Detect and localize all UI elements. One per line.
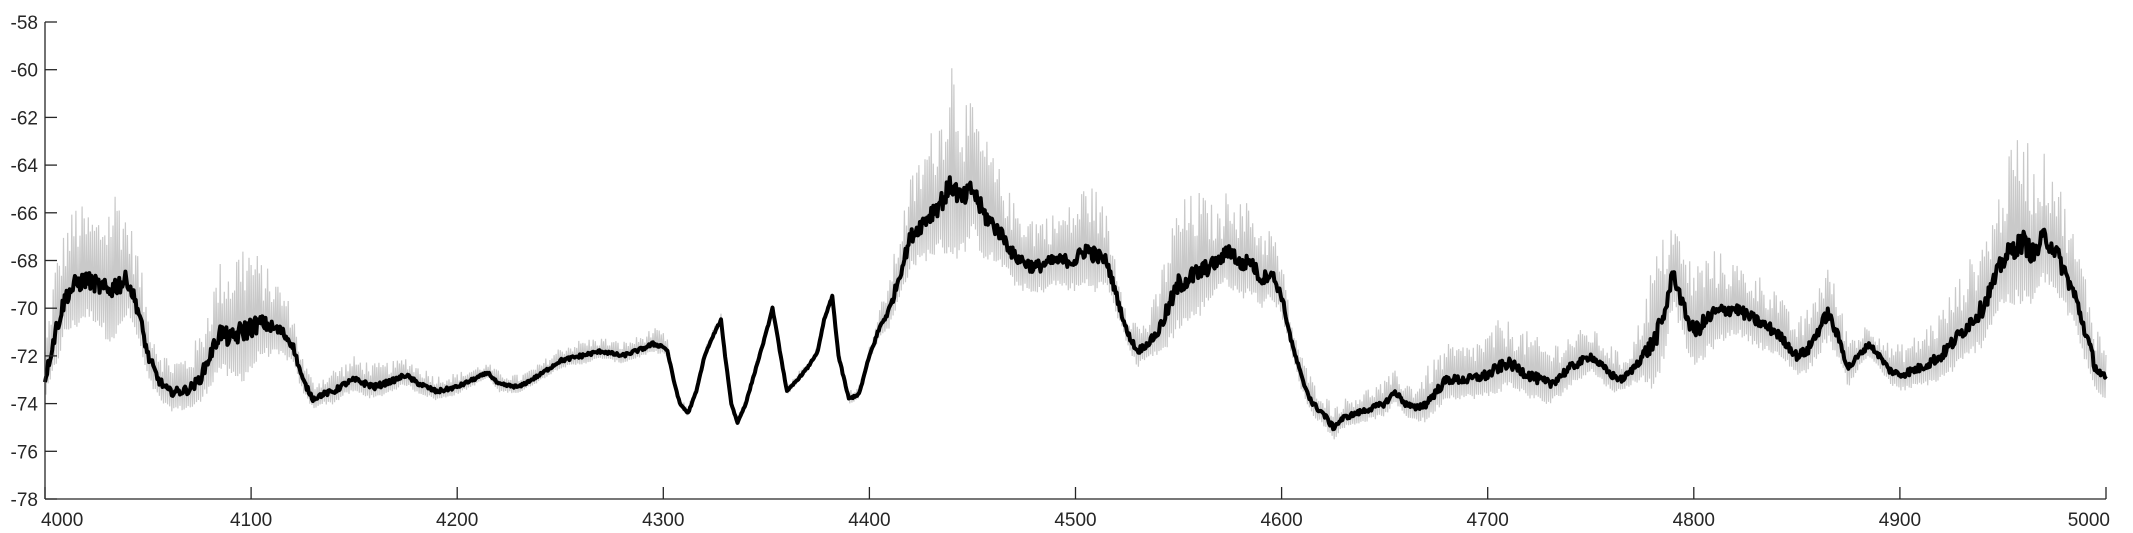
y-tick-label: -74 [11,395,39,416]
ticks: 4000 4100 4200 4300 4400 4500 4600 4700 4800 4900… [11,13,2110,531]
x-tick-label: 4100 [230,510,272,531]
series-fluctuation-band [44,68,2107,440]
y-tick-label: -58 [11,13,38,34]
x-tick-label: 4400 [848,510,890,531]
x-tick-label: 4000 [41,510,83,531]
y-tick-label: -72 [11,347,38,368]
x-tick-label: 4500 [1054,510,1096,531]
y-tick-label: -60 [11,61,38,82]
y-tick-label: -68 [11,252,38,273]
x-tick-label: 4600 [1260,510,1302,531]
x-tick-label: 4300 [642,510,684,531]
y-tick-label: -70 [11,299,38,320]
series-mean-line [43,175,2108,432]
x-tick-label: 4800 [1673,510,1715,531]
x-tick-label: 5000 [2068,510,2110,531]
y-tick-label: -78 [11,490,38,511]
x-tick-label: 4200 [436,510,478,531]
y-tick-label: -66 [11,204,38,225]
y-tick-label: -76 [11,442,38,463]
y-tick-label: -62 [11,108,38,129]
fluctuation-band-layer [44,68,2107,440]
x-tick-label: 4900 [1879,510,1921,531]
mean-line-layer [43,175,2108,432]
x-tick-label: 4700 [1467,510,1509,531]
y-tick-label: -64 [11,156,39,177]
